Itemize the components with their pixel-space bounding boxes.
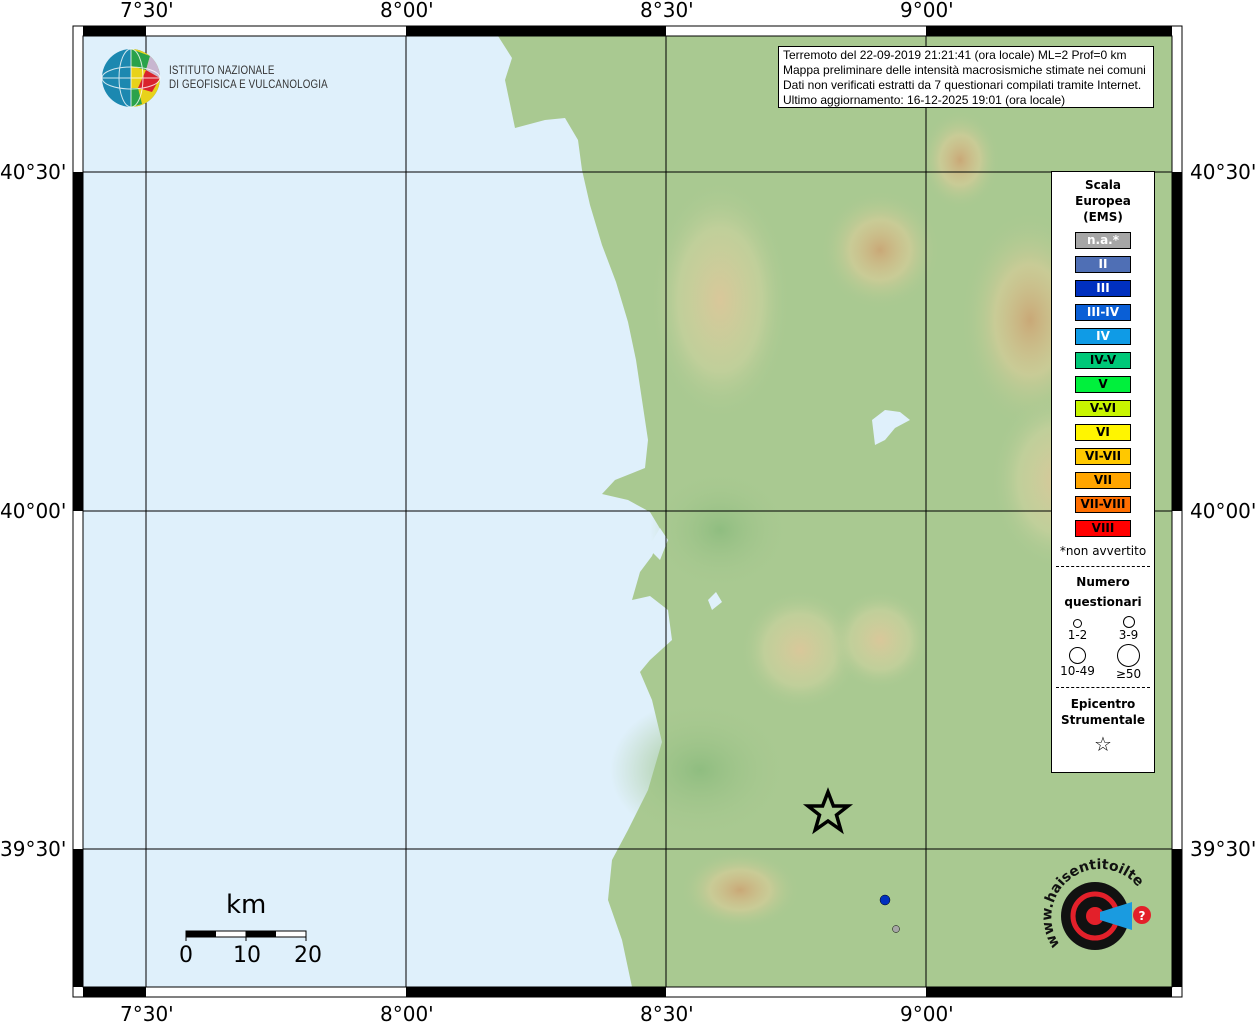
intensity-swatch: VII-VIII	[1075, 496, 1131, 513]
intensity-swatch: VI	[1075, 424, 1131, 441]
info-line: Dati non verificati estratti da 7 questi…	[783, 78, 1142, 92]
intensity-swatch: III	[1075, 280, 1131, 297]
intensity-swatch: IV-V	[1075, 352, 1131, 369]
epicenter-title: Epicentro Strumentale	[1060, 697, 1146, 727]
ingv-logo-globe	[101, 48, 161, 108]
count-title: Numero questionari	[1064, 575, 1142, 609]
ingv-line1: ISTITUTO NAZIONALE	[169, 65, 275, 77]
lat-label-left: 40°30'	[0, 160, 67, 184]
event-info-box: Terremoto del 22-09-2019 21:21:41 (ora l…	[778, 46, 1154, 108]
lat-label-left: 40°00'	[0, 499, 67, 523]
svg-text:?: ?	[1139, 909, 1146, 923]
observation-point[interactable]	[879, 894, 891, 906]
intensity-swatch: III-IV	[1075, 304, 1131, 321]
divider	[1056, 687, 1150, 688]
circle-large-icon	[1069, 647, 1086, 664]
lon-label-bottom: 8°00'	[380, 1002, 434, 1026]
na-note: *non avvertito	[1059, 544, 1147, 558]
scale-tick: 10	[233, 943, 261, 968]
lon-label-top: 7°30'	[120, 0, 174, 22]
graticule	[83, 36, 1172, 987]
lat-label-right: 39°30'	[1190, 837, 1255, 861]
info-line: Ultimo aggiornamento: 16-12-2025 19:01 (…	[783, 93, 1066, 107]
ingv-logo-text: ISTITUTO NAZIONALE DI GEOFISICA E VULCAN…	[169, 64, 328, 92]
legend-title: Scala Europea (EMS)	[1075, 178, 1131, 224]
intensity-swatch: V-VI	[1075, 400, 1131, 417]
lat-label-right: 40°00'	[1190, 499, 1255, 523]
intensity-swatch: IV	[1075, 328, 1131, 345]
circle-small-icon	[1073, 619, 1082, 628]
info-line: Mappa preliminare delle intensità macros…	[783, 63, 1146, 77]
intensity-swatch: VII	[1075, 472, 1131, 489]
lagoon	[648, 528, 668, 560]
lon-label-bottom: 7°30'	[120, 1002, 174, 1026]
count-legend: 1-2 3-9 10-49 ≥50	[1052, 616, 1154, 681]
intensity-swatch: II	[1075, 256, 1131, 273]
intensity-swatch: V	[1075, 376, 1131, 393]
legend: Scala Europea (EMS) n.a.* II III III-IV IV IV-V…	[1051, 171, 1155, 773]
lat-label-right: 40°30'	[1190, 160, 1255, 184]
scale-bar	[185, 930, 307, 941]
lat-label-left: 39°30'	[0, 837, 67, 861]
lake	[872, 410, 910, 445]
ingv-line2: DI GEOFISICA E VULCANOLOGIA	[169, 79, 328, 91]
intensity-swatch: VIII	[1075, 520, 1131, 537]
star-icon: ☆	[1094, 732, 1112, 756]
scale-tick: 0	[179, 943, 193, 968]
map-frame	[72, 25, 1183, 998]
epicenter-star-icon[interactable]	[802, 787, 854, 835]
intensity-swatch: VI-VII	[1075, 448, 1131, 465]
scale-unit: km	[226, 890, 267, 920]
circle-xlarge-icon	[1117, 644, 1140, 667]
lon-label-top: 9°00'	[900, 0, 954, 22]
lon-label-top: 8°30'	[640, 0, 694, 22]
info-line: Terremoto del 22-09-2019 21:21:41 (ora l…	[783, 48, 1127, 62]
intensity-swatch: n.a.*	[1075, 232, 1131, 249]
intensity-scale: n.a.* II III III-IV IV IV-V V V-VI VI VI-VII VII VI…	[1052, 232, 1154, 537]
scale-tick: 20	[294, 943, 322, 968]
lon-label-top: 8°00'	[380, 0, 434, 22]
lon-label-bottom: 9°00'	[900, 1002, 954, 1026]
observation-point[interactable]	[892, 925, 900, 933]
divider	[1056, 566, 1150, 567]
lon-label-bottom: 8°30'	[640, 1002, 694, 1026]
circle-medium-icon	[1122, 616, 1135, 628]
